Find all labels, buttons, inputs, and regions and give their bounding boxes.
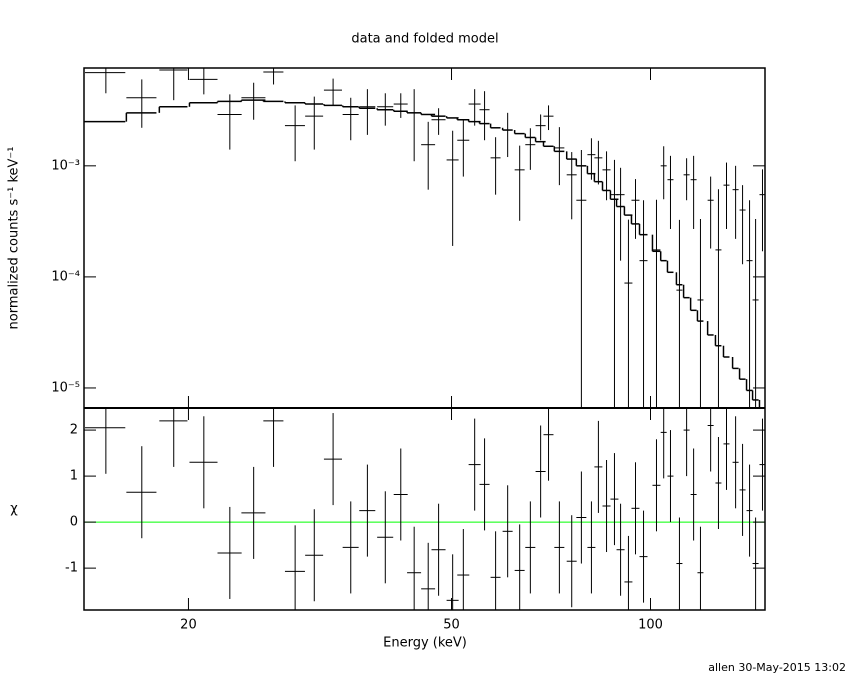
y-axis-label: χ: [10, 502, 18, 517]
y-axis-label: normalized counts s⁻¹ keV⁻¹: [7, 147, 22, 330]
x-tick-label: 50: [443, 618, 460, 633]
y-tick-label: 10⁻⁴: [51, 269, 80, 284]
footer: allen 30-May-2015 13:02: [708, 661, 846, 674]
x-axis-label: Energy (keV): [383, 636, 467, 651]
y-tick-label: 0: [70, 515, 78, 530]
bottom-panel: [84, 408, 765, 610]
y-tick-label: 10⁻³: [51, 158, 80, 173]
y-tick-label: -1: [65, 561, 78, 576]
top-panel: [84, 68, 765, 408]
x-tick-label: 20: [180, 618, 197, 633]
x-tick-label: 100: [638, 618, 663, 633]
chart-title: data and folded model: [351, 32, 498, 47]
y-tick-label: 1: [70, 469, 78, 484]
y-tick-label: 10⁻⁵: [51, 380, 80, 395]
axes: 20 50 100 10⁻⁵ 10⁻⁴ 10⁻³ -1 0 1 2: [51, 68, 765, 633]
y-tick-label: 2: [70, 423, 78, 438]
frame: [83, 67, 766, 611]
